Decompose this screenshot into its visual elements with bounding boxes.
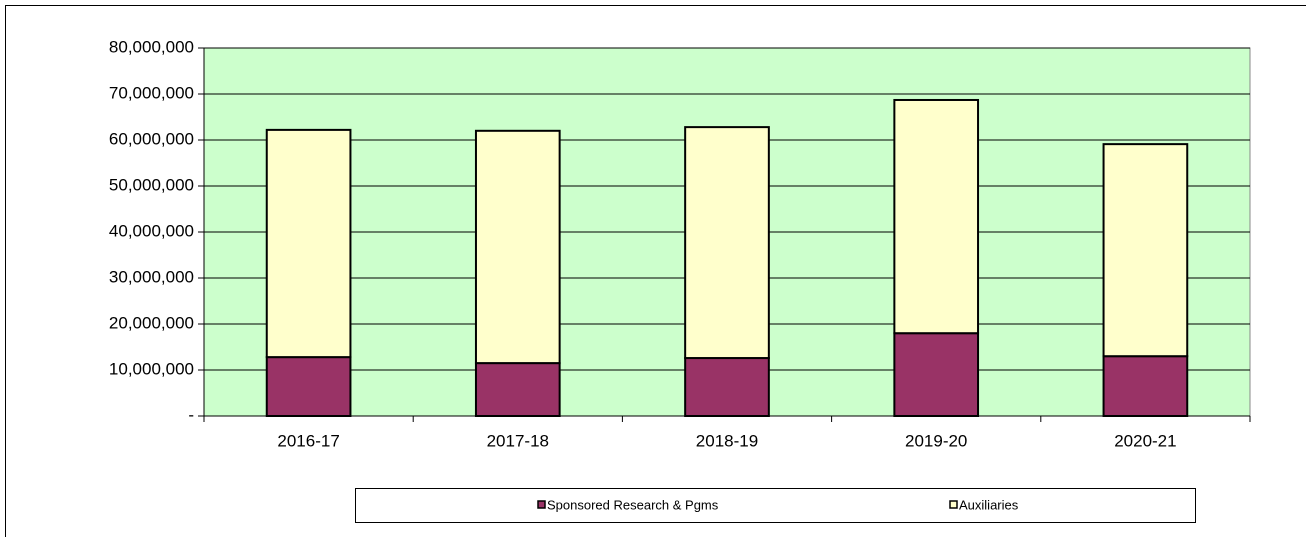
x-tick-label: 2017-18 xyxy=(487,431,549,450)
x-tick-label: 2020-21 xyxy=(1114,431,1176,450)
y-tick-label: 10,000,000 xyxy=(109,359,194,378)
bar-segment xyxy=(474,362,561,418)
bar-segment xyxy=(474,129,561,365)
y-tick-label: 60,000,000 xyxy=(109,129,194,148)
legend-box xyxy=(355,488,1196,523)
bar-segment xyxy=(265,128,352,359)
bar-segment xyxy=(684,357,770,418)
bar-segment xyxy=(1102,355,1189,418)
x-tick-label: 2018-19 xyxy=(696,431,758,450)
y-tick-label: 40,000,000 xyxy=(109,221,194,240)
y-tick-label: 30,000,000 xyxy=(109,267,194,286)
bar-segment xyxy=(893,98,980,335)
x-tick-label: 2016-17 xyxy=(277,431,339,450)
bar-segment xyxy=(893,332,980,418)
legend-swatch xyxy=(537,500,546,509)
y-tick-label: 70,000,000 xyxy=(109,83,194,102)
y-tick-label: 20,000,000 xyxy=(109,313,194,332)
legend-swatch xyxy=(949,500,958,509)
y-tick-label: 80,000,000 xyxy=(109,37,194,56)
bar-segment xyxy=(265,356,352,417)
legend-label: Sponsored Research & Pgms xyxy=(547,497,719,512)
bar-segment xyxy=(1102,143,1189,358)
y-tick-label: - xyxy=(188,405,194,424)
x-tick-label: 2019-20 xyxy=(905,431,967,450)
legend-label: Auxiliaries xyxy=(959,497,1019,512)
y-tick-label: 50,000,000 xyxy=(109,175,194,194)
bar-segment xyxy=(684,126,770,360)
